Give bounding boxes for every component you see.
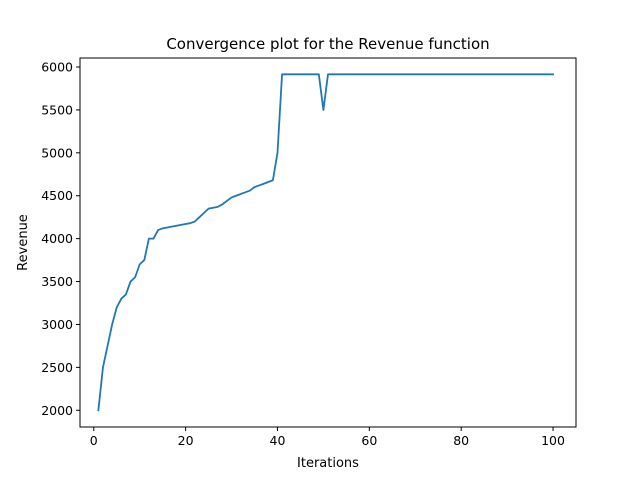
x-tick-label: 40 (270, 433, 286, 448)
y-tick-label: 2500 (41, 360, 73, 375)
x-tick-label: 80 (453, 433, 469, 448)
y-tick-label: 4000 (41, 231, 73, 246)
x-axis: 0 20 40 60 80 100 (90, 427, 565, 448)
y-tick-label: 5000 (41, 145, 73, 160)
y-tick-label: 6000 (41, 60, 73, 75)
x-tick-label: 60 (361, 433, 377, 448)
y-tick-label: 2000 (41, 403, 73, 418)
plot-area (97, 73, 554, 412)
y-axis-label: Revenue (16, 214, 31, 271)
chart-title: Convergence plot for the Revenue functio… (166, 35, 489, 53)
y-tick-label: 3000 (41, 317, 73, 332)
x-tick-label: 100 (541, 433, 565, 448)
y-tick-label: 4500 (41, 188, 73, 203)
series-line-0 (97, 73, 554, 412)
y-axis: 2000 2500 3000 3500 4000 4500 5000 5500 6000 (41, 60, 80, 418)
x-axis-label: Iterations (297, 456, 359, 471)
x-tick-label: 20 (178, 433, 194, 448)
x-tick-label: 0 (90, 433, 98, 448)
axes-frame (79, 57, 577, 428)
y-tick-label: 5500 (41, 102, 73, 117)
y-tick-label: 3500 (41, 274, 73, 289)
